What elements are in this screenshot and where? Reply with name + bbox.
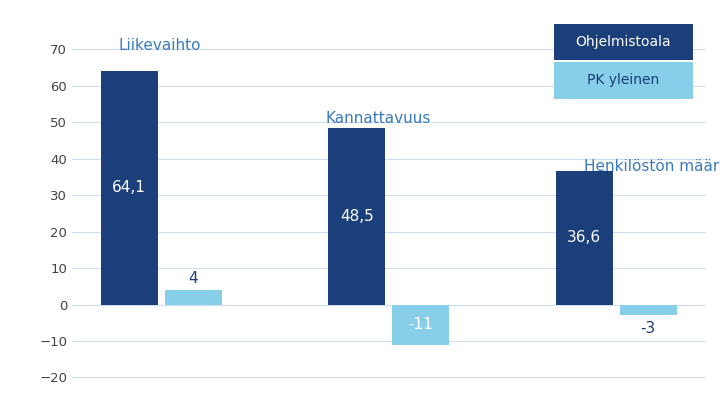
Text: Henkilöstön määrä: Henkilöstön määrä xyxy=(584,159,720,174)
FancyBboxPatch shape xyxy=(554,62,693,99)
Bar xyxy=(165,290,222,305)
Bar xyxy=(556,171,613,305)
Text: PK yleinen: PK yleinen xyxy=(587,73,660,87)
Text: Liikevaihto: Liikevaihto xyxy=(119,38,202,53)
Text: 64,1: 64,1 xyxy=(112,180,146,195)
Text: 36,6: 36,6 xyxy=(567,230,601,245)
FancyBboxPatch shape xyxy=(554,24,693,60)
Text: Kannattavuus: Kannattavuus xyxy=(325,111,431,126)
Bar xyxy=(101,71,158,305)
Bar xyxy=(328,128,385,305)
Text: 4: 4 xyxy=(189,271,198,286)
Bar xyxy=(620,305,677,315)
Text: -11: -11 xyxy=(408,317,433,332)
Text: Ohjelmistoala: Ohjelmistoala xyxy=(575,35,671,49)
Bar xyxy=(392,305,449,345)
Text: 48,5: 48,5 xyxy=(340,209,374,224)
Text: -3: -3 xyxy=(641,321,656,336)
